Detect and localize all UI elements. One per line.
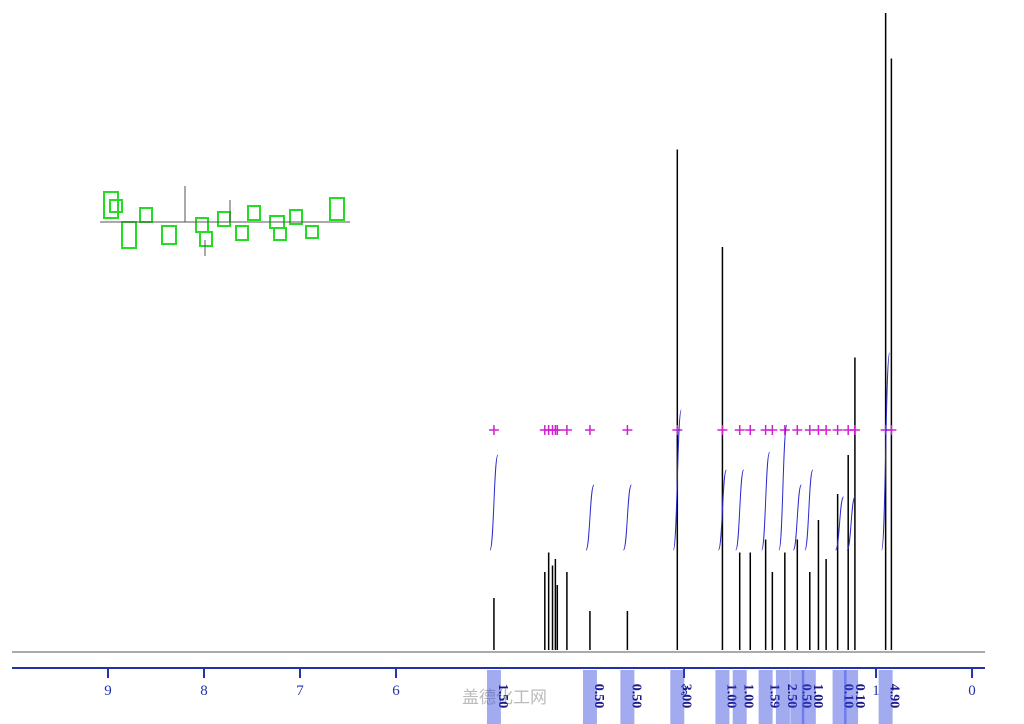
integral-label: 2.50 [784, 684, 799, 709]
integral-curve [489, 454, 499, 551]
integral-label: 0.10 [852, 684, 867, 709]
integral-curve [735, 469, 745, 551]
integral-label: 1.00 [741, 684, 756, 709]
integral-band [801, 670, 816, 724]
peak-pick-marker [849, 425, 860, 435]
molecule-bonds [100, 186, 350, 256]
peak-pick-marker [584, 425, 595, 435]
integral-curve [622, 484, 632, 551]
integral-curve [792, 484, 802, 551]
x-tick-label: 9 [104, 683, 112, 699]
integral-band [832, 670, 847, 724]
integral-label: 1.59 [767, 684, 782, 709]
integral-label: 1.50 [495, 684, 510, 709]
integral-label: 0.50 [798, 684, 813, 709]
integral-label: 4.90 [887, 684, 902, 709]
integral-curve [846, 496, 856, 551]
x-tick-label: 1 [872, 683, 880, 699]
peak-pick-marker [792, 425, 803, 435]
integral-band [790, 670, 805, 724]
integral-curve [881, 352, 891, 551]
integral-label: 0.50 [628, 684, 643, 709]
peak-pick-marker [804, 425, 815, 435]
peak-pick-marker [767, 425, 778, 435]
integral-band [878, 670, 893, 724]
integral-label: 3.00 [678, 684, 693, 709]
integral-label: 1.00 [723, 684, 738, 709]
peak-pick-marker [488, 425, 499, 435]
integral-curve [585, 484, 595, 551]
x-tick-label: 8 [200, 683, 208, 699]
peak-pick-marker [745, 425, 756, 435]
integral-curve [761, 451, 771, 551]
integral-label: 1.00 [810, 684, 825, 709]
x-tick-label: 6 [392, 683, 400, 699]
peak-pick-marker [622, 425, 633, 435]
integral-band [715, 670, 730, 724]
integral-band [775, 670, 790, 724]
integral-curve [835, 496, 845, 551]
integral-band [582, 670, 597, 724]
integral-curve [778, 424, 788, 551]
peak-pick-marker [717, 425, 728, 435]
integral-band [486, 670, 501, 724]
peak-pick-marker [672, 425, 683, 435]
integral-label: 0.10 [841, 684, 856, 709]
integral-curve [717, 469, 727, 551]
integral-band [758, 670, 773, 724]
peak-pick-marker [832, 425, 843, 435]
watermark: 盖德化工网 [462, 688, 547, 708]
integral-band [620, 670, 635, 724]
peak-pick-marker [552, 425, 563, 435]
peak-pick-marker [779, 425, 790, 435]
peak-pick-marker [886, 425, 897, 435]
peak-pick-marker [734, 425, 745, 435]
peak-pick-marker [561, 425, 572, 435]
integral-band [844, 670, 859, 724]
x-tick-label: 7 [296, 683, 304, 699]
integral-label: 0.50 [591, 684, 606, 709]
x-tick-label: 0 [968, 683, 976, 699]
integral-curve [672, 409, 682, 551]
x-tick-label: 3 [680, 683, 688, 699]
integral-band [732, 670, 747, 724]
molecule-structure [103, 191, 345, 249]
integral-band [670, 670, 685, 724]
integral-curve [804, 469, 814, 551]
peak-pick-marker [821, 425, 832, 435]
